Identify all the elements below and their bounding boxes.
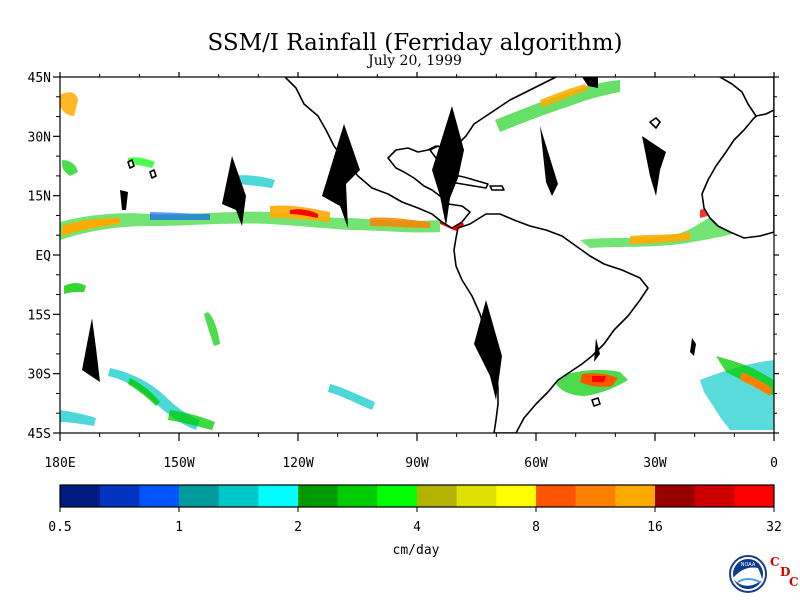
colorbar-swatch <box>139 485 180 507</box>
colorbar-swatch <box>575 485 616 507</box>
colorbar-swatch <box>298 485 339 507</box>
lat-label: 15N <box>28 190 51 205</box>
data-gaps <box>82 77 696 400</box>
noaa-logo: NOAA <box>729 555 767 593</box>
lat-label: 45S <box>28 427 51 442</box>
colorbar-tick-labels: 0.5 1 2 4 8 16 32 <box>48 507 782 535</box>
lat-label: 45N <box>28 71 51 86</box>
lat-label: 30S <box>28 368 51 383</box>
colorbar-swatch <box>60 485 101 507</box>
cdc-letter-d: D <box>780 565 790 579</box>
colorbar-swatch <box>734 485 775 507</box>
lat-label: 15S <box>28 308 51 323</box>
colorbar-swatch <box>456 485 497 507</box>
lon-label: 180E <box>44 456 75 471</box>
lon-label: 120W <box>282 456 313 471</box>
colorbar-swatch <box>218 485 259 507</box>
lat-label: 30N <box>28 130 51 145</box>
colorbar-swatch <box>99 485 140 507</box>
colorbar-swatch <box>655 485 696 507</box>
colorbar-swatch <box>536 485 577 507</box>
colorbar-swatch <box>615 485 656 507</box>
colorbar-swatch <box>694 485 735 507</box>
colorbar-tick-label: 16 <box>647 520 663 535</box>
colorbar-swatch <box>337 485 378 507</box>
colorbar <box>59 484 775 508</box>
lon-label: 0 <box>770 456 778 471</box>
colorbar-unit-label: cm/day <box>393 543 440 558</box>
colorbar-tick-label: 4 <box>413 520 421 535</box>
lon-label: 150W <box>163 456 194 471</box>
colorbar-tick-label: 8 <box>532 520 540 535</box>
latitude-axis: 45N 30N 15N EQ 15S 30S 45S <box>28 71 779 442</box>
lon-label: 60W <box>524 456 548 471</box>
colorbar-tick-label: 0.5 <box>48 520 71 535</box>
lon-label: 30W <box>643 456 667 471</box>
cdc-letter-c2: C <box>789 575 799 589</box>
chart-subtitle: July 20, 1999 <box>368 53 462 69</box>
map-panel <box>59 76 775 434</box>
colorbar-tick-label: 1 <box>175 520 183 535</box>
colorbar-swatch <box>179 485 220 507</box>
colorbar-swatch <box>377 485 418 507</box>
colorbar-swatch <box>258 485 299 507</box>
chart-title: SSM/I Rainfall (Ferriday algorithm) <box>207 30 623 56</box>
colorbar-swatch <box>417 485 458 507</box>
noaa-logo-text: NOAA <box>741 562 756 568</box>
colorbar-swatch <box>496 485 537 507</box>
longitude-axis: 180E 150W 120W 90W 60W 30W 0 <box>44 72 778 471</box>
colorbar-tick-label: 32 <box>766 520 782 535</box>
lon-label: 90W <box>405 456 429 471</box>
colorbar-tick-label: 2 <box>294 520 302 535</box>
cdc-letter-c1: C <box>770 555 780 569</box>
coastlines <box>127 77 774 433</box>
lat-label: EQ <box>35 249 51 264</box>
